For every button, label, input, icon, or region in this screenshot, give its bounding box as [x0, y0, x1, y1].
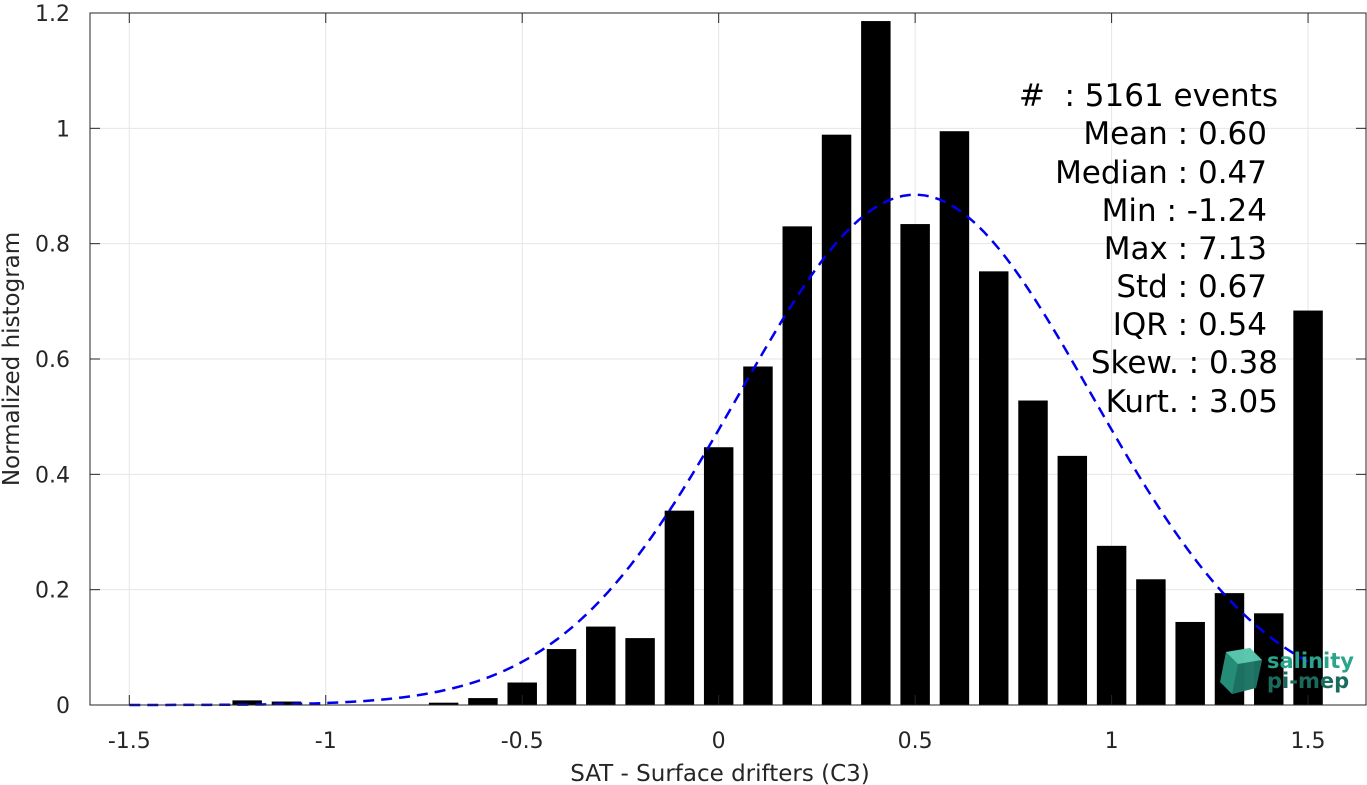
histogram-bar — [546, 649, 577, 705]
histogram-bar — [900, 224, 930, 705]
histogram-bar — [428, 702, 459, 705]
y-tick-labels: 0 0.2 0.4 0.6 0.8 1 1.2 — [35, 2, 70, 719]
stats-line-max: Max : 7.13 — [1104, 231, 1267, 267]
histogram-bar — [782, 226, 812, 705]
y-tick-label: 0.6 — [35, 348, 70, 373]
x-tick-label: -1 — [315, 729, 337, 754]
y-tick-label: 0.8 — [35, 233, 70, 258]
y-tick-label: 0.4 — [35, 463, 70, 488]
stats-line-mean: Mean : 0.60 — [1083, 116, 1267, 152]
stats-line-skew: Skew. : 0.38 — [1091, 345, 1278, 381]
histogram-bar — [1175, 621, 1205, 705]
histogram-bar — [1057, 455, 1088, 705]
histogram-bar — [1293, 310, 1323, 705]
stats-line-kurt: Kurt. : 3.05 — [1106, 384, 1278, 420]
histogram-bar — [978, 271, 1009, 705]
stats-line-min: Min : -1.24 — [1102, 193, 1267, 229]
histogram-bar — [625, 638, 655, 705]
y-tick-label: 1 — [56, 117, 70, 142]
histogram-bar — [271, 701, 302, 705]
histogram-bar — [507, 682, 537, 705]
stats-line-iqr: IQR : 0.54 — [1113, 307, 1267, 343]
axis-ticks — [90, 12, 1366, 706]
y-tick-label: 0 — [56, 694, 70, 719]
stats-line-std: Std : 0.67 — [1116, 269, 1267, 305]
histogram-bar — [664, 510, 695, 705]
x-tick-label: 1.5 — [1291, 729, 1326, 754]
statistics-annotation: # : 5161 events Mean : 0.60 Median : 0.4… — [1019, 78, 1278, 420]
x-tick-label: 0 — [712, 729, 726, 754]
histogram-bar — [1096, 545, 1127, 705]
y-tick-label: 1.2 — [35, 2, 70, 27]
histogram-bar — [1136, 579, 1166, 705]
histogram-bar — [586, 626, 616, 705]
x-axis-label: SAT - Surface drifters (C3) — [570, 761, 870, 785]
y-axis-label: Normalized histogram — [0, 232, 25, 486]
stats-line-median: Median : 0.47 — [1055, 155, 1267, 191]
salinity-pi-mep-logo: salinity pi-mep — [1220, 648, 1354, 694]
x-tick-label: -1.5 — [108, 729, 151, 754]
y-tick-label: 0.2 — [35, 579, 70, 604]
histogram-bar — [232, 700, 262, 705]
logo-text-salinity: salinity — [1267, 649, 1354, 673]
histogram-bar — [743, 366, 773, 705]
histogram-bar — [821, 134, 852, 706]
x-tick-label: -0.5 — [501, 729, 544, 754]
gaussian-fit-curve — [129, 193, 1309, 707]
x-tick-label: 1 — [1105, 729, 1119, 754]
histogram-bars — [232, 21, 1323, 706]
histogram-bar — [939, 131, 970, 705]
histogram-bar — [861, 21, 891, 705]
logo-text-pi-mep: pi-mep — [1267, 669, 1349, 693]
histogram-bar — [468, 698, 498, 705]
histogram-bar — [703, 447, 734, 705]
x-tick-label: 0.5 — [898, 729, 933, 754]
stats-line-events: # : 5161 events — [1019, 78, 1278, 114]
histogram-bar — [1018, 400, 1048, 705]
x-tick-labels: -1.5 -1 -0.5 0 0.5 1 1.5 — [108, 729, 1326, 754]
logo-cube-icon — [1220, 648, 1262, 694]
